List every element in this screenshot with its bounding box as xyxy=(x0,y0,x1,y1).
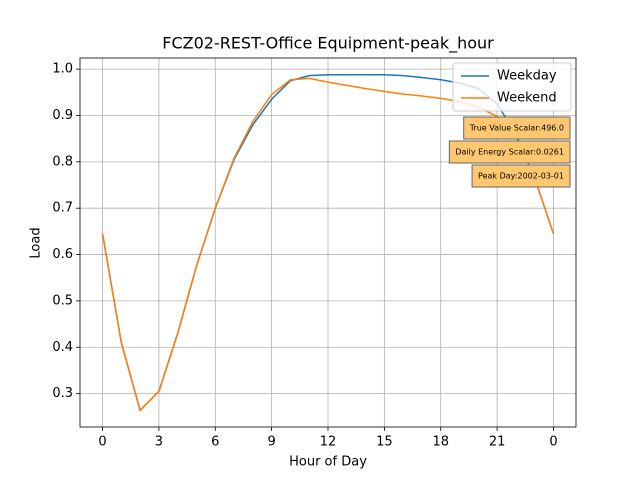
annotation-box xyxy=(463,116,571,140)
annotation-text: Peak Day:2002-03-01 xyxy=(478,172,564,181)
y-tick-label: 0.9 xyxy=(52,108,73,123)
x-tick-label: 18 xyxy=(432,435,449,450)
x-tick-label: 0 xyxy=(549,435,557,450)
x-tick-label: 3 xyxy=(155,435,163,450)
x-tick-label: 15 xyxy=(376,435,393,450)
annotation-box xyxy=(471,164,571,188)
y-tick-label: 0.8 xyxy=(52,154,73,169)
plot-frame xyxy=(79,57,577,428)
y-tick-label: 0.6 xyxy=(52,247,73,262)
y-tick-label: 0.7 xyxy=(52,201,73,216)
legend-box xyxy=(452,62,572,112)
chart-title: FCZ02-REST-Office Equipment-peak_hour xyxy=(162,34,494,54)
x-tick-label: 0 xyxy=(98,435,106,450)
x-tick-label: 9 xyxy=(267,435,275,450)
annotation-text: Daily Energy Scalar:0.0261 xyxy=(455,148,564,157)
y-tick-label: 1.0 xyxy=(52,62,73,77)
legend-label: Weekday xyxy=(497,69,557,84)
x-tick-label: 12 xyxy=(320,435,337,450)
x-axis-label: Hour of Day xyxy=(289,455,367,470)
annotation-text: True Value Scalar:496.0 xyxy=(469,124,564,133)
legend-label: Weekend xyxy=(497,91,557,106)
y-axis-label: Load xyxy=(29,227,44,258)
x-tick-label: 6 xyxy=(211,435,219,450)
y-tick-label: 0.5 xyxy=(52,293,73,308)
annotation-box xyxy=(448,140,571,164)
y-tick-label: 0.3 xyxy=(52,386,73,401)
y-tick-label: 0.4 xyxy=(52,340,73,355)
x-tick-label: 21 xyxy=(489,435,506,450)
